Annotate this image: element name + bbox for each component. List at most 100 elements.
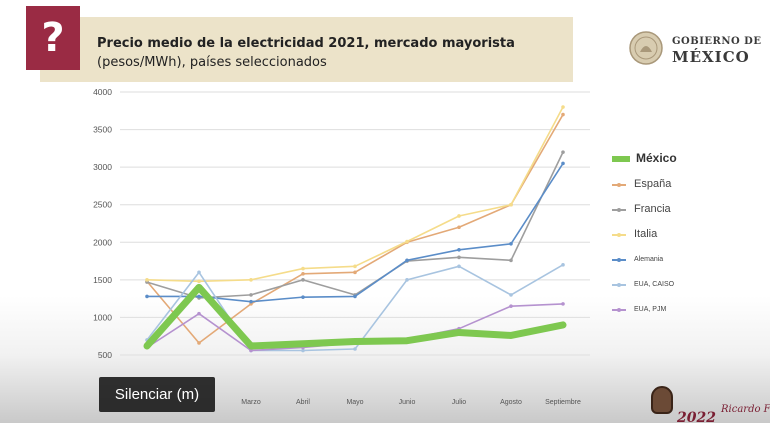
x-tick-label: Marzo bbox=[241, 399, 261, 406]
series-italia bbox=[145, 105, 565, 284]
presenter-badge: 2022 Ricardo Flores bbox=[637, 384, 770, 423]
legend-item-eua-pjm: EUA, PJM bbox=[612, 303, 732, 317]
legend-item-italia: Italia bbox=[612, 228, 732, 242]
chart-title: Precio medio de la electricidad 2021, me… bbox=[97, 36, 515, 51]
y-tick-label: 2000 bbox=[93, 237, 112, 247]
data-point bbox=[509, 241, 513, 246]
y-tick-label: 2500 bbox=[93, 200, 112, 210]
data-point bbox=[145, 278, 149, 282]
data-point bbox=[197, 311, 201, 316]
title-banner bbox=[40, 17, 573, 82]
gov-logo-line1: GOBIERNO DE bbox=[672, 36, 762, 47]
legend-item-espana: España bbox=[612, 178, 732, 192]
y-tick-label: 500 bbox=[98, 350, 112, 360]
x-tick-label: Mayo bbox=[346, 399, 363, 406]
y-tick-label: 4000 bbox=[93, 87, 112, 97]
question-mark-glyph: ? bbox=[41, 15, 65, 61]
data-point bbox=[301, 348, 305, 353]
data-point bbox=[457, 214, 461, 218]
legend-swatch bbox=[612, 156, 630, 162]
presenter-name: Ricardo Flores bbox=[721, 404, 770, 415]
coat-of-arms-seal-icon bbox=[629, 31, 663, 65]
x-tick-label: Abril bbox=[296, 399, 310, 406]
series-line-italia bbox=[146, 106, 564, 283]
data-point bbox=[301, 272, 305, 276]
legend-label: EUA, PJM bbox=[634, 306, 667, 313]
data-point bbox=[457, 264, 461, 269]
data-point bbox=[457, 248, 461, 252]
data-point bbox=[457, 225, 461, 230]
chart-subtitle: (pesos/MWh), países seleccionados bbox=[97, 55, 327, 70]
data-point bbox=[197, 279, 201, 284]
presenter-avatar bbox=[651, 386, 673, 414]
data-point bbox=[561, 263, 565, 267]
data-point bbox=[301, 278, 305, 282]
data-point bbox=[561, 161, 565, 166]
data-point bbox=[561, 150, 565, 154]
presenter-year: 2022 bbox=[677, 410, 716, 423]
data-point bbox=[353, 347, 357, 351]
data-point bbox=[561, 105, 565, 109]
legend-label: México bbox=[636, 151, 677, 165]
legend-marker bbox=[617, 233, 621, 237]
y-tick-label: 3000 bbox=[93, 162, 112, 172]
data-point bbox=[249, 278, 253, 282]
x-tick-label: Junio bbox=[399, 399, 416, 406]
legend-label: Italia bbox=[634, 228, 658, 240]
data-point bbox=[405, 239, 409, 244]
x-tick-label: Agosto bbox=[500, 399, 522, 406]
legend-marker bbox=[617, 208, 621, 212]
series-lines bbox=[143, 105, 567, 353]
data-point bbox=[249, 348, 253, 353]
mute-tooltip: Silenciar (m) bbox=[99, 377, 215, 412]
legend-item-mexico: México bbox=[612, 151, 732, 166]
data-point bbox=[353, 270, 357, 275]
gridlines bbox=[120, 91, 590, 356]
x-axis-ticks: Marzo Abril Mayo Junio Julio Agosto Septiembre bbox=[241, 399, 581, 406]
legend-label: EUA, CAISO bbox=[634, 281, 675, 288]
government-logo: GOBIERNO DE MÉXICO bbox=[628, 28, 762, 74]
data-point bbox=[197, 294, 201, 299]
y-axis-ticks: 500 1000 1500 2000 2500 3000 3500 4000 bbox=[93, 87, 112, 360]
series-mexico bbox=[143, 283, 567, 350]
y-tick-label: 1000 bbox=[93, 312, 112, 322]
data-point bbox=[457, 255, 461, 260]
data-point bbox=[301, 295, 305, 299]
data-point bbox=[561, 112, 565, 117]
data-point bbox=[509, 293, 513, 297]
legend-label: Francia bbox=[634, 203, 671, 215]
legend-marker bbox=[617, 258, 621, 262]
data-point bbox=[509, 304, 513, 308]
x-tick-label: Septiembre bbox=[545, 399, 581, 406]
data-point bbox=[509, 258, 513, 263]
data-point bbox=[249, 299, 253, 304]
data-point bbox=[197, 341, 201, 345]
x-tick-label: Julio bbox=[452, 399, 467, 406]
data-point bbox=[249, 293, 253, 297]
series-line-mexico bbox=[143, 283, 567, 350]
legend-marker bbox=[617, 183, 621, 187]
data-point bbox=[509, 202, 513, 207]
legend-label: Alemania bbox=[634, 256, 664, 263]
series-line-espana bbox=[146, 113, 564, 344]
data-point bbox=[197, 270, 201, 275]
data-point bbox=[301, 266, 305, 271]
legend-item-alemania: Alemania bbox=[612, 253, 732, 267]
legend-label: España bbox=[634, 178, 672, 190]
data-point bbox=[405, 278, 409, 282]
legend-marker bbox=[617, 308, 621, 312]
y-tick-label: 3500 bbox=[93, 125, 112, 135]
legend-item-francia: Francia bbox=[612, 203, 732, 217]
data-point bbox=[353, 294, 357, 299]
series-francia bbox=[145, 150, 565, 300]
data-point bbox=[405, 258, 409, 263]
question-mark-icon: ? bbox=[26, 6, 80, 70]
y-tick-label: 1500 bbox=[93, 275, 112, 285]
data-point bbox=[353, 264, 357, 269]
data-point bbox=[561, 302, 565, 306]
data-point bbox=[145, 294, 149, 299]
legend-item-eua-caiso: EUA, CAISO bbox=[612, 278, 732, 292]
legend-marker bbox=[617, 283, 621, 287]
gov-logo-line2: MÉXICO bbox=[672, 48, 750, 66]
